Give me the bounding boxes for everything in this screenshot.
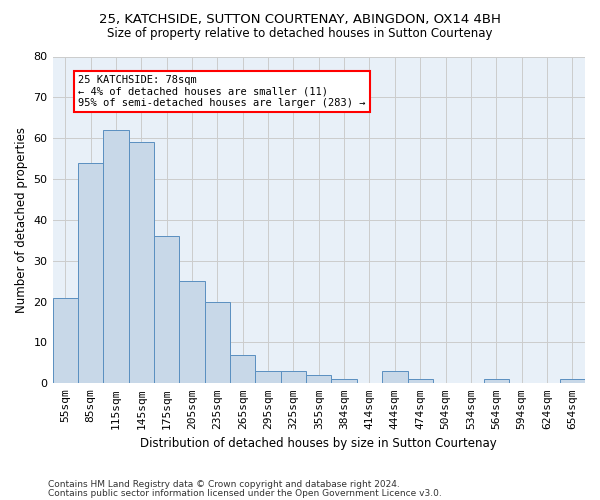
Text: 25, KATCHSIDE, SUTTON COURTENAY, ABINGDON, OX14 4BH: 25, KATCHSIDE, SUTTON COURTENAY, ABINGDO… bbox=[99, 12, 501, 26]
Bar bbox=[407, 379, 433, 384]
X-axis label: Distribution of detached houses by size in Sutton Courtenay: Distribution of detached houses by size … bbox=[140, 437, 497, 450]
Bar bbox=[560, 379, 585, 384]
Bar bbox=[331, 379, 357, 384]
Bar bbox=[154, 236, 179, 384]
Bar bbox=[230, 354, 256, 384]
Bar bbox=[103, 130, 128, 384]
Bar bbox=[53, 298, 78, 384]
Text: Size of property relative to detached houses in Sutton Courtenay: Size of property relative to detached ho… bbox=[107, 28, 493, 40]
Bar bbox=[382, 371, 407, 384]
Bar bbox=[256, 371, 281, 384]
Bar bbox=[128, 142, 154, 384]
Bar bbox=[78, 162, 103, 384]
Text: Contains public sector information licensed under the Open Government Licence v3: Contains public sector information licen… bbox=[48, 489, 442, 498]
Bar bbox=[281, 371, 306, 384]
Text: Contains HM Land Registry data © Crown copyright and database right 2024.: Contains HM Land Registry data © Crown c… bbox=[48, 480, 400, 489]
Bar bbox=[306, 375, 331, 384]
Y-axis label: Number of detached properties: Number of detached properties bbox=[15, 127, 28, 313]
Text: 25 KATCHSIDE: 78sqm
← 4% of detached houses are smaller (11)
95% of semi-detache: 25 KATCHSIDE: 78sqm ← 4% of detached hou… bbox=[78, 75, 365, 108]
Bar bbox=[179, 281, 205, 384]
Bar bbox=[484, 379, 509, 384]
Bar bbox=[205, 302, 230, 384]
